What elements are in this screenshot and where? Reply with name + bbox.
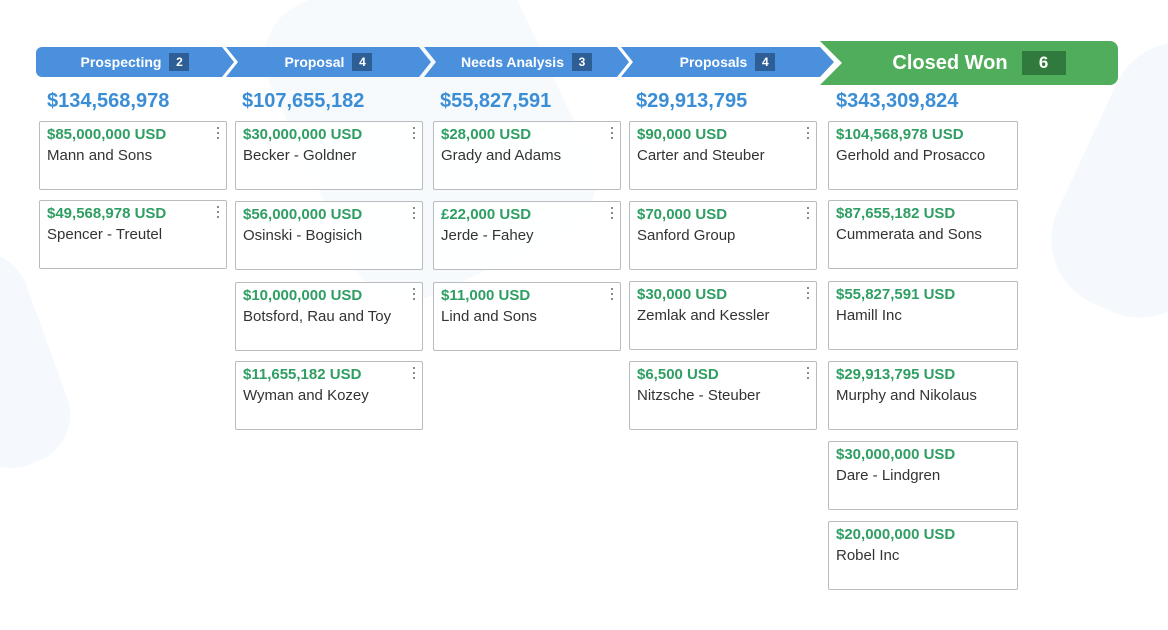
deal-amount: $87,655,182 USD	[836, 205, 956, 222]
deal-name: Mann and Sons	[47, 147, 153, 164]
deal-name: Robel Inc	[836, 547, 900, 564]
kebab-menu-icon[interactable]	[609, 127, 615, 139]
kebab-menu-icon[interactable]	[411, 127, 417, 139]
deal-name: Lind and Sons	[441, 308, 537, 325]
deal-card[interactable]: $30,000,000 USD Dare - Lindgren	[828, 441, 1018, 510]
kebab-menu-icon[interactable]	[805, 127, 811, 139]
kebab-menu-icon[interactable]	[411, 288, 417, 300]
stage-count-badge: 2	[169, 53, 190, 71]
deal-name: Spencer - Treutel	[47, 226, 163, 243]
deal-card[interactable]: $85,000,000 USD Mann and Sons	[39, 121, 227, 190]
deal-name: Zemlak and Kessler	[637, 307, 770, 324]
deal-name: Hamill Inc	[836, 307, 902, 324]
stage-total-proposals: $29,913,795	[636, 90, 748, 112]
background-shape	[0, 237, 85, 483]
stage-label: Proposal	[284, 54, 345, 70]
deal-card[interactable]: $49,568,978 USD Spencer - Treutel	[39, 200, 227, 269]
kebab-menu-icon[interactable]	[805, 367, 811, 379]
kebab-menu-icon[interactable]	[215, 206, 221, 218]
deal-name: Gerhold and Prosacco	[836, 147, 986, 164]
deal-amount: $104,568,978 USD	[836, 126, 964, 143]
kebab-menu-icon[interactable]	[805, 287, 811, 299]
deal-card[interactable]: $104,568,978 USD Gerhold and Prosacco	[828, 121, 1018, 190]
deal-amount: $70,000 USD	[637, 206, 728, 223]
deal-name: Osinski - Bogisich	[243, 227, 363, 244]
deal-amount: $10,000,000 USD	[243, 287, 363, 304]
stage-label: Needs Analysis	[461, 54, 564, 70]
deal-name: Jerde - Fahey	[441, 227, 534, 244]
deal-amount: $49,568,978 USD	[47, 205, 167, 222]
deal-amount: $6,500 USD	[637, 366, 719, 383]
deal-card[interactable]: $10,000,000 USD Botsford, Rau and Toy	[235, 282, 423, 351]
deal-amount: $90,000 USD	[637, 126, 728, 143]
deal-name: Sanford Group	[637, 227, 736, 244]
deal-card[interactable]: $11,655,182 USD Wyman and Kozey	[235, 361, 423, 430]
kebab-menu-icon[interactable]	[609, 207, 615, 219]
deal-card[interactable]: $28,000 USD Grady and Adams	[433, 121, 621, 190]
deal-card[interactable]: $87,655,182 USD Cummerata and Sons	[828, 200, 1018, 269]
deal-card[interactable]: $30,000 USD Zemlak and Kessler	[629, 281, 817, 350]
kebab-menu-icon[interactable]	[411, 367, 417, 379]
deal-card[interactable]: £22,000 USD Jerde - Fahey	[433, 201, 621, 270]
deal-card[interactable]: $6,500 USD Nitzsche - Steuber	[629, 361, 817, 430]
deal-name: Dare - Lindgren	[836, 467, 941, 484]
deal-name: Becker - Goldner	[243, 147, 357, 164]
stage-count-badge: 6	[1021, 51, 1066, 75]
deal-amount: $11,655,182 USD	[243, 366, 362, 383]
stage-prospecting[interactable]: Prospecting 2	[36, 47, 234, 77]
stage-proposal[interactable]: Proposal 4	[226, 47, 431, 77]
deal-name: Nitzsche - Steuber	[637, 387, 761, 404]
deal-name: Murphy and Nikolaus	[836, 387, 977, 404]
deal-amount: $30,000 USD	[637, 286, 728, 303]
deal-name: Botsford, Rau and Toy	[243, 308, 392, 325]
stage-closed-won[interactable]: Closed Won 6	[820, 41, 1118, 85]
deal-card[interactable]: $56,000,000 USD Osinski - Bogisich	[235, 201, 423, 270]
deal-card[interactable]: $55,827,591 USD Hamill Inc	[828, 281, 1018, 350]
deal-amount: $28,000 USD	[441, 126, 532, 143]
deal-amount: $20,000,000 USD	[836, 526, 956, 543]
deal-card[interactable]: $90,000 USD Carter and Steuber	[629, 121, 817, 190]
stage-label: Proposals	[679, 54, 748, 70]
deal-amount: $30,000,000 USD	[836, 446, 956, 463]
deal-name: Carter and Steuber	[637, 147, 765, 164]
deal-card[interactable]: $30,000,000 USD Becker - Goldner	[235, 121, 423, 190]
kebab-menu-icon[interactable]	[805, 207, 811, 219]
deal-amount: £22,000 USD	[441, 206, 532, 223]
kebab-menu-icon[interactable]	[215, 127, 221, 139]
deal-amount: $11,000 USD	[441, 287, 531, 304]
deal-amount: $85,000,000 USD	[47, 126, 167, 143]
stage-total-closed-won: $343,309,824	[836, 90, 959, 112]
deal-card[interactable]: $11,000 USD Lind and Sons	[433, 282, 621, 351]
stage-needs-analysis[interactable]: Needs Analysis 3	[424, 47, 629, 77]
deal-name: Cummerata and Sons	[836, 226, 982, 243]
stage-total-proposal: $107,655,182	[242, 90, 365, 112]
stage-proposals[interactable]: Proposals 4	[621, 47, 834, 77]
kebab-menu-icon[interactable]	[609, 288, 615, 300]
stage-label: Closed Won	[892, 51, 1008, 74]
stage-count-badge: 4	[352, 53, 373, 71]
stage-label: Prospecting	[80, 54, 162, 70]
stage-count-badge: 3	[571, 53, 592, 71]
deal-name: Wyman and Kozey	[243, 387, 369, 404]
deal-amount: $55,827,591 USD	[836, 286, 956, 303]
stage-total-needs-analysis: $55,827,591	[440, 90, 552, 112]
deal-card[interactable]: $20,000,000 USD Robel Inc	[828, 521, 1018, 590]
deal-amount: $56,000,000 USD	[243, 206, 363, 223]
deal-amount: $29,913,795 USD	[836, 366, 956, 383]
deal-card[interactable]: $29,913,795 USD Murphy and Nikolaus	[828, 361, 1018, 430]
deal-card[interactable]: $70,000 USD Sanford Group	[629, 201, 817, 270]
deal-name: Grady and Adams	[441, 147, 562, 164]
pipeline-stage-bar: Prospecting 2 Proposal 4 Needs Analysis …	[36, 41, 1126, 87]
stage-total-prospecting: $134,568,978	[47, 90, 170, 112]
stage-count-badge: 4	[755, 53, 776, 71]
kebab-menu-icon[interactable]	[411, 207, 417, 219]
deal-amount: $30,000,000 USD	[243, 126, 363, 143]
